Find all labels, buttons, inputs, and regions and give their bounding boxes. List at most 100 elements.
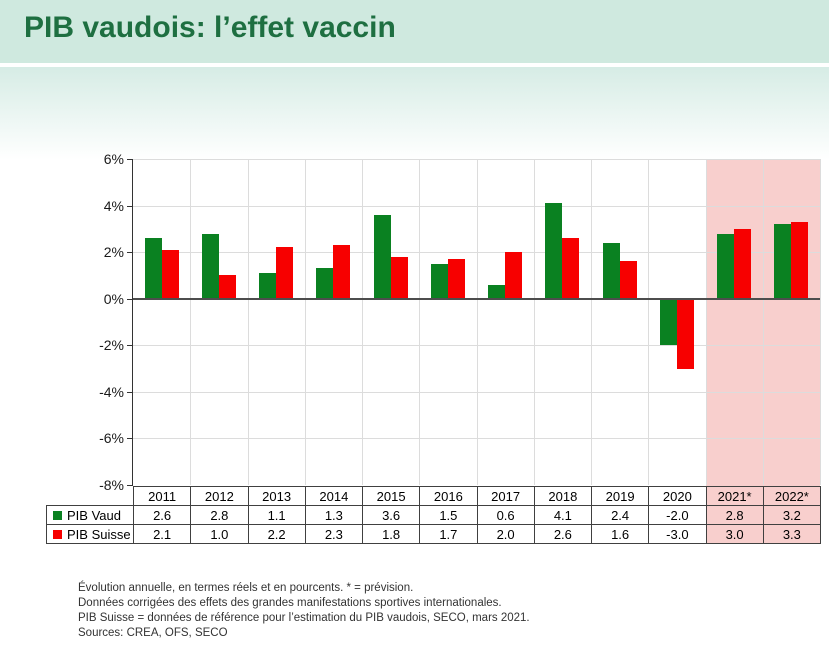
v-gridline xyxy=(591,159,592,485)
value-cell: 1.6 xyxy=(591,524,650,544)
y-axis-tick xyxy=(127,485,132,486)
value-cell: 1.0 xyxy=(190,524,249,544)
value-cell: 2.1 xyxy=(133,524,192,544)
bar-pib-vaud-2018 xyxy=(545,203,563,299)
value-cell: 2.6 xyxy=(133,505,192,525)
year-cell: 2022* xyxy=(762,486,821,506)
bar-pib-suisse-2014 xyxy=(333,245,351,299)
bar-pib-suisse-2011 xyxy=(161,249,179,299)
year-cell: 2012 xyxy=(190,486,249,506)
y-axis-label: -8% xyxy=(99,477,124,493)
year-cell: 2011 xyxy=(133,486,192,506)
value-cell: 1.1 xyxy=(247,505,306,525)
footnote-line-3: PIB Suisse = données de référence pour l… xyxy=(78,612,530,624)
y-axis-label: 2% xyxy=(103,244,124,261)
y-axis-tick xyxy=(127,391,132,393)
year-cell: 2018 xyxy=(533,486,592,506)
value-cell: 1.8 xyxy=(362,524,421,544)
bar-pib-suisse-2020 xyxy=(676,298,694,369)
legend-series-label: PIB Vaud xyxy=(67,507,121,523)
value-cell: 1.7 xyxy=(419,524,478,544)
bar-pib-vaud-2012 xyxy=(201,233,219,299)
y-axis-label: 6% xyxy=(103,151,124,167)
background-gradient xyxy=(0,67,829,160)
value-cell: 3.0 xyxy=(705,524,764,544)
v-gridline xyxy=(705,159,707,485)
bar-pib-vaud-2014 xyxy=(316,268,334,299)
v-gridline xyxy=(820,159,821,485)
value-cell: 3.2 xyxy=(762,505,821,525)
v-gridline xyxy=(362,159,363,485)
y-axis-label: -6% xyxy=(99,430,124,447)
bar-pib-vaud-2022 xyxy=(774,224,792,299)
header-separator xyxy=(0,63,829,67)
year-cell: 2013 xyxy=(247,486,306,506)
v-gridline xyxy=(419,159,421,485)
bar-pib-suisse-2019 xyxy=(619,261,637,299)
y-axis-label: -4% xyxy=(99,383,124,400)
value-cell: 2.3 xyxy=(304,524,363,544)
y-axis-label: 4% xyxy=(103,197,124,214)
value-cell: 3.6 xyxy=(362,505,421,525)
bar-pib-suisse-2017 xyxy=(505,252,523,299)
v-gridline xyxy=(762,159,764,485)
y-axis-label: -2% xyxy=(99,337,124,354)
title-band: PIB vaudois: l’effet vaccin xyxy=(0,0,829,63)
bar-pib-vaud-2020 xyxy=(659,298,677,346)
year-cell: 2017 xyxy=(476,486,535,506)
value-cell: 2.8 xyxy=(705,505,764,525)
year-cell: 2021* xyxy=(705,486,764,506)
y-axis-tick xyxy=(127,205,132,207)
bar-pib-vaud-2011 xyxy=(144,238,162,299)
value-cell: 1.3 xyxy=(304,505,363,525)
y-axis-tick xyxy=(127,345,132,347)
bar-pib-suisse-2013 xyxy=(276,247,294,299)
bar-pib-vaud-2021 xyxy=(717,233,735,299)
value-cell: 2.6 xyxy=(533,524,592,544)
legend-cell-pib-vaud: PIB Vaud xyxy=(46,505,134,525)
bar-pib-suisse-2012 xyxy=(218,275,236,299)
value-cell: 4.1 xyxy=(533,505,592,525)
bar-pib-vaud-2013 xyxy=(259,273,277,299)
value-cell: 2.4 xyxy=(591,505,650,525)
bar-pib-suisse-2022 xyxy=(791,221,809,299)
bar-pib-vaud-2019 xyxy=(602,242,620,299)
footnote-line-4: Sources: CREA, OFS, SECO xyxy=(78,627,228,639)
value-cell: 0.6 xyxy=(476,505,535,525)
v-gridline xyxy=(533,159,535,485)
y-axis-tick xyxy=(127,438,132,440)
bar-pib-vaud-2015 xyxy=(373,214,391,299)
value-cell: 3.3 xyxy=(762,524,821,544)
footnote-line-1: Évolution annuelle, en termes réels et e… xyxy=(78,582,414,594)
value-cell: 1.5 xyxy=(419,505,478,525)
bar-pib-suisse-2021 xyxy=(734,228,752,299)
value-cell: 2.2 xyxy=(247,524,306,544)
bar-pib-suisse-2016 xyxy=(447,259,465,299)
legend-series-label: PIB Suisse xyxy=(67,526,131,542)
bar-pib-vaud-2017 xyxy=(488,284,506,299)
y-axis-tick xyxy=(127,159,132,160)
bar-pib-suisse-2018 xyxy=(562,238,580,299)
v-gridline xyxy=(476,159,478,485)
year-cell: 2015 xyxy=(362,486,421,506)
page-title: PIB vaudois: l’effet vaccin xyxy=(24,11,396,44)
value-cell: -3.0 xyxy=(648,524,707,544)
y-axis-line xyxy=(132,159,133,486)
v-gridline xyxy=(648,159,650,485)
y-axis-label: 0% xyxy=(103,290,124,307)
y-axis-tick xyxy=(127,298,132,300)
v-gridline xyxy=(247,159,249,485)
value-cell: 2.8 xyxy=(190,505,249,525)
footnotes: Évolution annuelle, en termes réels et e… xyxy=(78,581,798,641)
zero-line xyxy=(133,297,820,300)
bar-pib-suisse-2015 xyxy=(390,256,408,299)
year-cell: 2016 xyxy=(419,486,478,506)
value-cell: -2.0 xyxy=(648,505,707,525)
year-cell: 2014 xyxy=(304,486,363,506)
bar-pib-vaud-2016 xyxy=(430,263,448,299)
value-cell: 2.0 xyxy=(476,524,535,544)
legend-color-swatch-icon xyxy=(53,510,62,520)
v-gridline xyxy=(304,159,306,485)
legend-cell-pib-suisse: PIB Suisse xyxy=(46,524,134,544)
